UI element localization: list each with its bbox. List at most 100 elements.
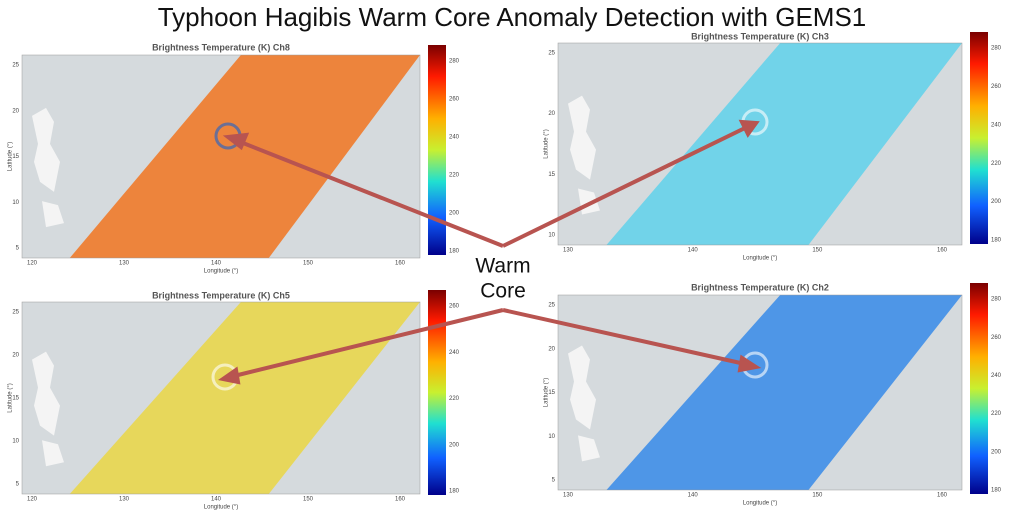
- colorbar-tick-label: 260: [991, 84, 1002, 90]
- y-axis-label: Latitude (°): [544, 378, 550, 407]
- colorbar-tick-label: 280: [449, 59, 460, 65]
- colorbar-tick-label: 240: [991, 373, 1002, 379]
- arrows: [217, 119, 762, 385]
- land: [568, 95, 600, 215]
- x-tick-label: 150: [812, 493, 823, 499]
- annotation: Core: [480, 280, 526, 303]
- arrow: [502, 126, 746, 248]
- colorbar-tick-label: 240: [991, 122, 1002, 128]
- colorbar-tick-label: 200: [449, 442, 460, 448]
- colorbar-tick-label: 260: [449, 304, 460, 310]
- panel-title: Brightness Temperature (K) Ch8: [152, 42, 290, 52]
- arrowhead: [217, 366, 241, 385]
- colorbar: [428, 290, 446, 495]
- x-axis-label: Longitude (°): [743, 501, 777, 507]
- x-tick-label: 140: [211, 497, 222, 503]
- y-tick-label: 10: [12, 439, 19, 445]
- colorbar-tick-label: 180: [991, 238, 1002, 244]
- x-tick-label: 160: [937, 248, 948, 254]
- x-tick-label: 130: [563, 248, 574, 254]
- x-tick-label: 130: [119, 497, 130, 503]
- y-tick-label: 25: [548, 303, 555, 309]
- map-frame: [557, 42, 963, 246]
- colorbar-tick-label: 220: [449, 173, 460, 179]
- swath: [69, 55, 420, 258]
- slide-title: Typhoon Hagibis Warm Core Anomaly Detect…: [158, 2, 867, 32]
- colorbar-tick-label: 220: [991, 411, 1002, 417]
- label-bg: [472, 255, 536, 305]
- x-tick-label: 130: [563, 493, 574, 499]
- y-axis-label: Latitude (°): [8, 142, 14, 171]
- y-tick-label: 25: [12, 63, 19, 69]
- panel-title: Brightness Temperature (K) Ch2: [691, 282, 829, 292]
- y-axis-label: Latitude (°): [8, 383, 14, 412]
- y-tick-label: 25: [12, 310, 19, 316]
- arrowhead: [222, 132, 250, 151]
- arrowhead: [738, 119, 760, 138]
- land: [32, 351, 64, 467]
- colorbar-tick-label: 260: [991, 335, 1002, 341]
- map-panel: Brightness Temperature (K) Ch8 120 130 140 1…: [8, 42, 460, 274]
- colorbar: [970, 32, 988, 244]
- map-frame: [557, 294, 963, 491]
- x-axis-label: Longitude (°): [743, 256, 777, 262]
- swath: [606, 43, 962, 245]
- colorbar-tick-label: 240: [449, 135, 460, 141]
- y-tick-label: 20: [548, 346, 555, 352]
- y-tick-label: 15: [12, 396, 19, 402]
- x-tick-label: 160: [395, 497, 406, 503]
- land: [32, 107, 64, 228]
- map-panel: Brightness Temperature (K) Ch3 130 140 150 1…: [544, 31, 1002, 261]
- swath: [606, 295, 962, 490]
- x-tick-label: 120: [27, 497, 38, 503]
- x-tick-label: 140: [688, 493, 699, 499]
- x-tick-label: 160: [395, 261, 406, 267]
- colorbar-tick-label: 180: [449, 489, 460, 495]
- x-tick-label: 140: [211, 261, 222, 267]
- y-tick-label: 10: [548, 233, 555, 239]
- y-tick-label: 15: [12, 154, 19, 160]
- y-tick-label: 5: [16, 482, 20, 488]
- x-tick-label: 150: [303, 497, 314, 503]
- colorbar-tick-label: 200: [449, 211, 460, 217]
- y-tick-label: 20: [12, 108, 19, 114]
- colorbar: [970, 283, 988, 494]
- map-frame: [21, 301, 421, 495]
- panel-title: Brightness Temperature (K) Ch5: [152, 290, 290, 300]
- y-tick-label: 15: [548, 390, 555, 396]
- y-axis-label: Latitude (°): [544, 129, 550, 158]
- y-tick-label: 15: [548, 172, 555, 178]
- x-tick-label: 130: [119, 261, 130, 267]
- panel-title: Brightness Temperature (K) Ch3: [691, 31, 829, 41]
- colorbar-tick-label: 180: [449, 249, 460, 255]
- colorbar-tick-label: 200: [991, 449, 1002, 455]
- arrow: [502, 308, 746, 366]
- y-tick-label: 10: [548, 434, 555, 440]
- x-tick-label: 160: [937, 493, 948, 499]
- colorbar-tick-label: 180: [991, 488, 1002, 494]
- y-tick-label: 20: [12, 353, 19, 359]
- panels: Brightness Temperature (K) Ch8 120 130 140 1…: [8, 31, 1002, 510]
- map-frame: [21, 54, 421, 259]
- arrowhead: [737, 354, 762, 373]
- arrow: [233, 308, 504, 378]
- x-axis-label: Longitude (°): [204, 505, 238, 511]
- x-tick-label: 150: [303, 261, 314, 267]
- x-axis-label: Longitude (°): [204, 269, 238, 275]
- colorbar-tick-label: 280: [991, 297, 1002, 303]
- land: [568, 345, 600, 462]
- y-tick-label: 5: [552, 478, 556, 484]
- colorbar-tick-label: 260: [449, 97, 460, 103]
- y-tick-label: 5: [16, 246, 20, 252]
- x-tick-label: 120: [27, 261, 38, 267]
- y-tick-label: 10: [12, 200, 19, 206]
- arrow: [237, 139, 504, 248]
- colorbar-tick-label: 220: [991, 161, 1002, 167]
- map-panel: Brightness Temperature (K) Ch5 120 130 140 1…: [8, 290, 460, 511]
- colorbar-tick-label: 200: [991, 199, 1002, 205]
- y-tick-label: 25: [548, 51, 555, 57]
- x-tick-label: 150: [812, 248, 823, 254]
- x-tick-label: 140: [688, 248, 699, 254]
- map-panel: Brightness Temperature (K) Ch2 130 140 150 1…: [544, 282, 1002, 506]
